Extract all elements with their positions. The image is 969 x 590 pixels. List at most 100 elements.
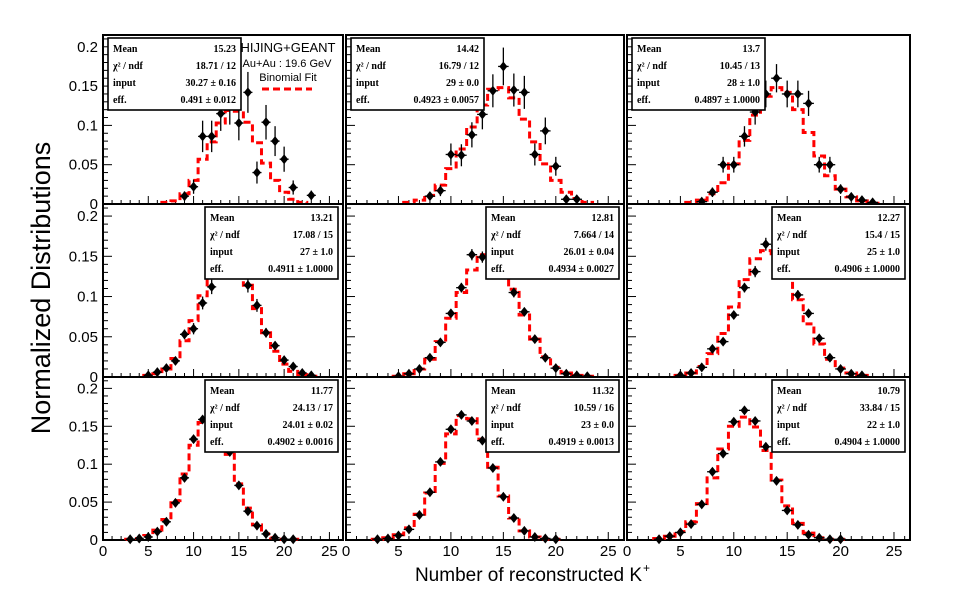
data-point xyxy=(252,161,262,184)
data-point xyxy=(125,534,135,545)
stats-label: eff. xyxy=(210,264,224,275)
data-point xyxy=(728,310,740,321)
stats-box: Mean 15.23 χ² / ndf 18.71 / 12 input 30.27 ± … xyxy=(107,37,242,111)
data-point xyxy=(179,329,190,340)
diamond-marker xyxy=(394,530,403,541)
diamond-marker xyxy=(815,333,824,344)
data-point xyxy=(243,278,253,293)
data-point xyxy=(717,336,729,347)
stats-value: 0.491 ± 0.012 xyxy=(181,95,237,106)
stats-label: eff. xyxy=(777,264,791,275)
x-tick-label: 20 xyxy=(276,543,293,560)
stats-box: Mean 13.21 χ² / ndf 17.08 / 15 input 27 ± 1.0… xyxy=(204,206,339,280)
data-point xyxy=(550,363,562,374)
annotation-box: HIJING+GEANT Au+Au : 19.6 GeV Binomial Fit xyxy=(241,40,336,91)
stats-label: Mean xyxy=(210,386,235,397)
panel-9: 0 5 10 15 20 25 Mean 10.79 χ² / ndf 33.84 / 15 inp… xyxy=(623,376,911,560)
data-point xyxy=(498,47,509,86)
data-point xyxy=(803,529,814,540)
diamond-marker xyxy=(541,125,550,136)
stats-value: 0.4904 ± 1.0000 xyxy=(835,437,901,448)
data-point xyxy=(664,531,676,542)
y-tick-label: 0.05 xyxy=(69,494,98,511)
diamond-marker xyxy=(804,98,813,109)
stats-value: 7.664 / 14 xyxy=(574,230,614,241)
stats-box: Mean 14.42 χ² / ndf 16.79 / 12 input 29 ± 0.0… xyxy=(350,37,485,111)
stats-value: 14.42 xyxy=(457,44,480,55)
stats-label: input xyxy=(491,247,514,258)
diamond-marker xyxy=(467,415,476,426)
data-point xyxy=(824,352,836,363)
stats-label: χ² / ndf xyxy=(209,230,241,241)
stats-label: input xyxy=(491,420,514,431)
data-point xyxy=(813,156,825,173)
data-point xyxy=(781,505,793,516)
diamond-marker xyxy=(446,424,455,435)
diamond-marker xyxy=(415,363,424,374)
data-point xyxy=(261,327,271,338)
data-point xyxy=(771,64,782,93)
data-point xyxy=(529,334,541,345)
data-point xyxy=(792,289,804,300)
stats-value: 30.27 ± 0.16 xyxy=(186,78,237,89)
data-point xyxy=(477,435,488,446)
stats-value: 10.45 / 13 xyxy=(720,61,760,72)
diamond-marker xyxy=(135,533,144,544)
stats-value: 0.4902 ± 0.0016 xyxy=(268,437,334,448)
diamond-marker xyxy=(467,249,476,260)
x-tick-label: 0 xyxy=(623,543,631,560)
diamond-marker xyxy=(697,499,706,510)
data-point xyxy=(161,363,171,374)
diamond-marker xyxy=(772,475,781,486)
diamond-marker xyxy=(478,435,487,446)
stats-box-frame xyxy=(631,37,766,111)
data-point xyxy=(382,533,394,544)
diamond-marker xyxy=(153,367,162,378)
x-tick-label: 10 xyxy=(443,543,460,560)
stats-label: input xyxy=(637,78,660,89)
diamond-marker xyxy=(520,87,529,98)
data-point xyxy=(435,185,446,197)
diamond-marker xyxy=(499,491,508,502)
diamond-marker xyxy=(436,456,445,467)
data-point xyxy=(571,194,583,205)
stats-label: Mean xyxy=(113,44,138,55)
data-point xyxy=(134,533,144,544)
diamond-marker xyxy=(262,117,271,128)
stats-box-frame xyxy=(204,206,339,280)
x-tick-label: 10 xyxy=(725,543,742,560)
data-point xyxy=(466,249,478,261)
panel-6: Mean 12.27 χ² / ndf 15.4 / 15 input 25 ± 1.0 e… xyxy=(626,203,911,381)
stats-label: χ² / ndf xyxy=(490,403,522,414)
y-tick-label: 0.2 xyxy=(77,39,98,56)
panel-3: Mean 13.7 χ² / ndf 10.45 / 13 input 28 ± 1.0 e… xyxy=(626,34,911,208)
data-point xyxy=(550,156,562,176)
data-point xyxy=(189,434,199,445)
diamond-marker xyxy=(520,306,529,317)
stats-box-frame xyxy=(485,206,620,280)
fit-curve xyxy=(370,414,563,541)
diamond-marker xyxy=(825,352,834,363)
data-point xyxy=(279,355,289,366)
diamond-marker xyxy=(793,289,802,300)
diamond-marker xyxy=(509,287,518,298)
data-point xyxy=(297,367,307,378)
data-point xyxy=(170,497,180,508)
diamond-marker xyxy=(234,118,243,129)
data-point xyxy=(540,533,551,544)
stats-box: Mean 10.79 χ² / ndf 33.84 / 15 input 22 ± 1.0… xyxy=(771,379,906,453)
diamond-marker xyxy=(572,194,581,205)
data-point xyxy=(696,362,708,373)
diamond-marker xyxy=(243,506,252,517)
diamond-marker xyxy=(488,85,497,96)
stats-value: 23 ± 0.0 xyxy=(581,420,614,431)
diamond-marker xyxy=(252,167,261,178)
diamond-marker xyxy=(289,361,298,372)
stats-value: 24.01 ± 0.02 xyxy=(283,420,334,431)
data-point xyxy=(540,352,551,363)
diamond-marker xyxy=(262,528,271,539)
diamond-marker xyxy=(761,441,770,452)
diamond-marker xyxy=(520,525,529,536)
stats-label: χ² / ndf xyxy=(209,403,241,414)
diamond-marker xyxy=(551,363,560,374)
